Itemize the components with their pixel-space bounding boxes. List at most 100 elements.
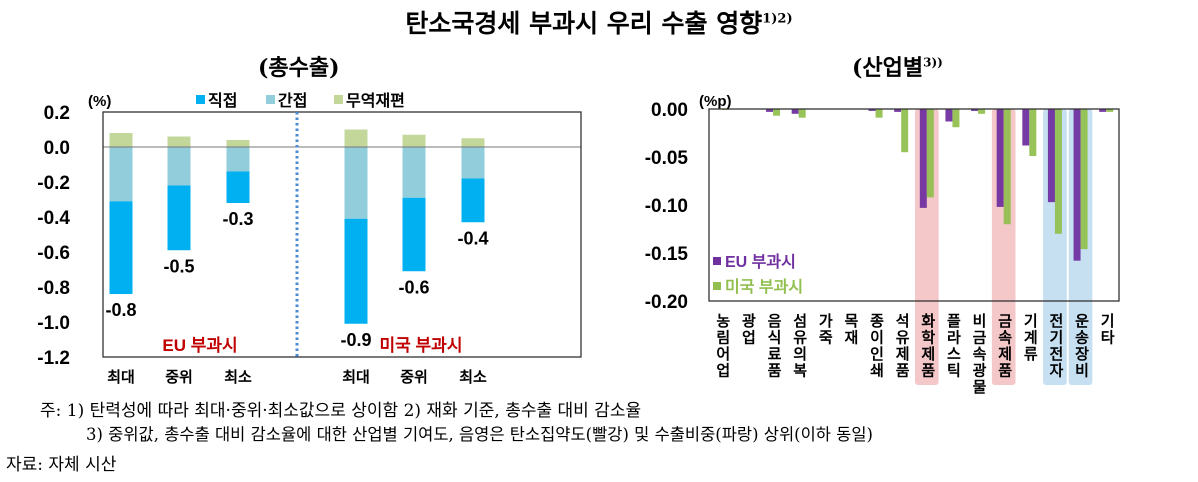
plot-frame xyxy=(708,108,1120,302)
y-tick-label: -0.2 xyxy=(37,173,70,194)
bar-trade xyxy=(167,136,191,147)
category-label: 비금속광물 xyxy=(970,313,988,396)
bar-indirect xyxy=(109,147,133,202)
category-label: 가죽 xyxy=(816,313,834,346)
source: 자료: 자체 시산 xyxy=(6,455,117,475)
bar-trade xyxy=(344,129,368,147)
category-label: 플라스틱 xyxy=(944,313,962,379)
legend-label: 무역재편 xyxy=(346,92,405,110)
bar-us xyxy=(875,109,883,118)
bar-direct xyxy=(167,185,191,251)
y-tick-label: 0.2 xyxy=(44,103,70,124)
legend-swatch xyxy=(334,95,343,104)
legend-swatch xyxy=(196,95,205,104)
bar-trade xyxy=(402,134,426,147)
bar-direct xyxy=(402,197,426,272)
bar-trade xyxy=(461,138,485,147)
y-tick-label: -0.20 xyxy=(645,292,688,313)
y-tick-label: 0.0 xyxy=(44,138,70,159)
category-label: 음식료품 xyxy=(765,313,783,379)
legend-swatch xyxy=(713,257,721,265)
category-label: 최대 xyxy=(342,368,370,386)
category-label: 최소 xyxy=(459,368,487,386)
y-tick-label: -1.0 xyxy=(37,313,70,334)
category-label: 광업 xyxy=(739,313,757,346)
bar-us xyxy=(798,109,806,118)
y-tick-label: -0.15 xyxy=(645,244,689,265)
legend-swatch xyxy=(713,282,721,290)
category-label: 기계류 xyxy=(1021,313,1039,363)
bar-indirect xyxy=(226,147,250,172)
legend-label: EU 부과시 xyxy=(725,253,796,271)
bar-us xyxy=(926,109,934,198)
category-label: 목재 xyxy=(841,313,859,346)
bar-indirect xyxy=(167,147,191,186)
highlighted-category-label: 운송장비 xyxy=(1072,313,1090,379)
highlighted-category-label: 화학제품 xyxy=(918,313,936,379)
bar-eu xyxy=(1047,109,1055,203)
total-label: -0.4 xyxy=(457,228,488,248)
highlighted-category-label: 금속제품 xyxy=(995,313,1013,379)
y-tick-label: -0.8 xyxy=(37,278,70,299)
bar-us xyxy=(1106,109,1114,112)
bar-direct xyxy=(226,171,250,203)
bar-eu xyxy=(971,109,979,111)
subtitle-right: (산업별3)) xyxy=(852,55,943,81)
legend-swatch xyxy=(266,95,275,104)
category-label: 섬유의복 xyxy=(790,313,808,379)
y-tick-label: -0.6 xyxy=(37,243,70,264)
y-tick-label: -0.4 xyxy=(37,208,70,229)
bar-eu xyxy=(996,109,1004,207)
bar-us xyxy=(1029,109,1037,157)
legend-label: 간접 xyxy=(278,91,307,110)
group-label: EU 부과시 xyxy=(162,336,237,355)
bar-direct xyxy=(461,178,485,223)
bar-eu xyxy=(945,109,953,122)
note-line-2: 3) 중위값, 총수출 대비 감소율에 대한 산업별 기여도, 음영은 탄소집약… xyxy=(86,425,873,444)
bar-us xyxy=(978,109,986,114)
total-label: -0.9 xyxy=(340,330,371,350)
category-label: 기타 xyxy=(1098,313,1116,346)
bar-indirect xyxy=(461,147,485,179)
bar-us xyxy=(773,109,781,116)
total-label: -0.3 xyxy=(222,209,253,229)
bar-eu xyxy=(919,109,927,208)
bar-indirect xyxy=(344,147,368,219)
bar-trade xyxy=(109,133,133,147)
total-label: -0.8 xyxy=(105,300,136,320)
plot-frame xyxy=(102,111,582,358)
unit-label: (%) xyxy=(88,93,111,110)
unit-label: (%p) xyxy=(699,93,732,110)
bar-trade xyxy=(226,140,250,147)
total-label: -0.6 xyxy=(398,277,429,297)
category-label: 최소 xyxy=(224,368,252,386)
bar-direct xyxy=(344,218,368,324)
figure-title: 탄소국경세 부과시 우리 수출 영향1)2) xyxy=(405,9,793,38)
bar-eu xyxy=(791,109,799,114)
bar-us xyxy=(1080,109,1088,250)
y-tick-label: -0.05 xyxy=(645,148,689,169)
category-label: 석유제품 xyxy=(893,313,911,379)
total-label: -0.5 xyxy=(163,256,194,276)
bar-eu xyxy=(1099,109,1107,112)
category-label: 농림어업 xyxy=(713,313,731,379)
bar-us xyxy=(952,109,960,128)
bar-us xyxy=(901,109,909,153)
note-line-1: 주: 1) 탄력성에 따라 최대·중위·최소값으로 상이함 2) 재화 기준, … xyxy=(40,401,642,421)
bar-indirect xyxy=(402,147,426,198)
highlighted-category-label: 전기전자 xyxy=(1046,313,1064,379)
bar-us xyxy=(1003,109,1011,225)
bar-us xyxy=(1054,109,1062,234)
category-label: 중위 xyxy=(165,369,193,386)
y-tick-label: 0.00 xyxy=(651,100,688,121)
bar-eu xyxy=(1022,109,1030,146)
legend-label: 직접 xyxy=(208,91,237,110)
bar-direct xyxy=(109,201,133,294)
category-label: 최대 xyxy=(107,368,135,386)
y-tick-label: -1.2 xyxy=(37,348,70,369)
bar-eu xyxy=(766,109,774,112)
category-label: 종이인쇄 xyxy=(867,313,885,379)
bar-eu xyxy=(868,109,876,111)
